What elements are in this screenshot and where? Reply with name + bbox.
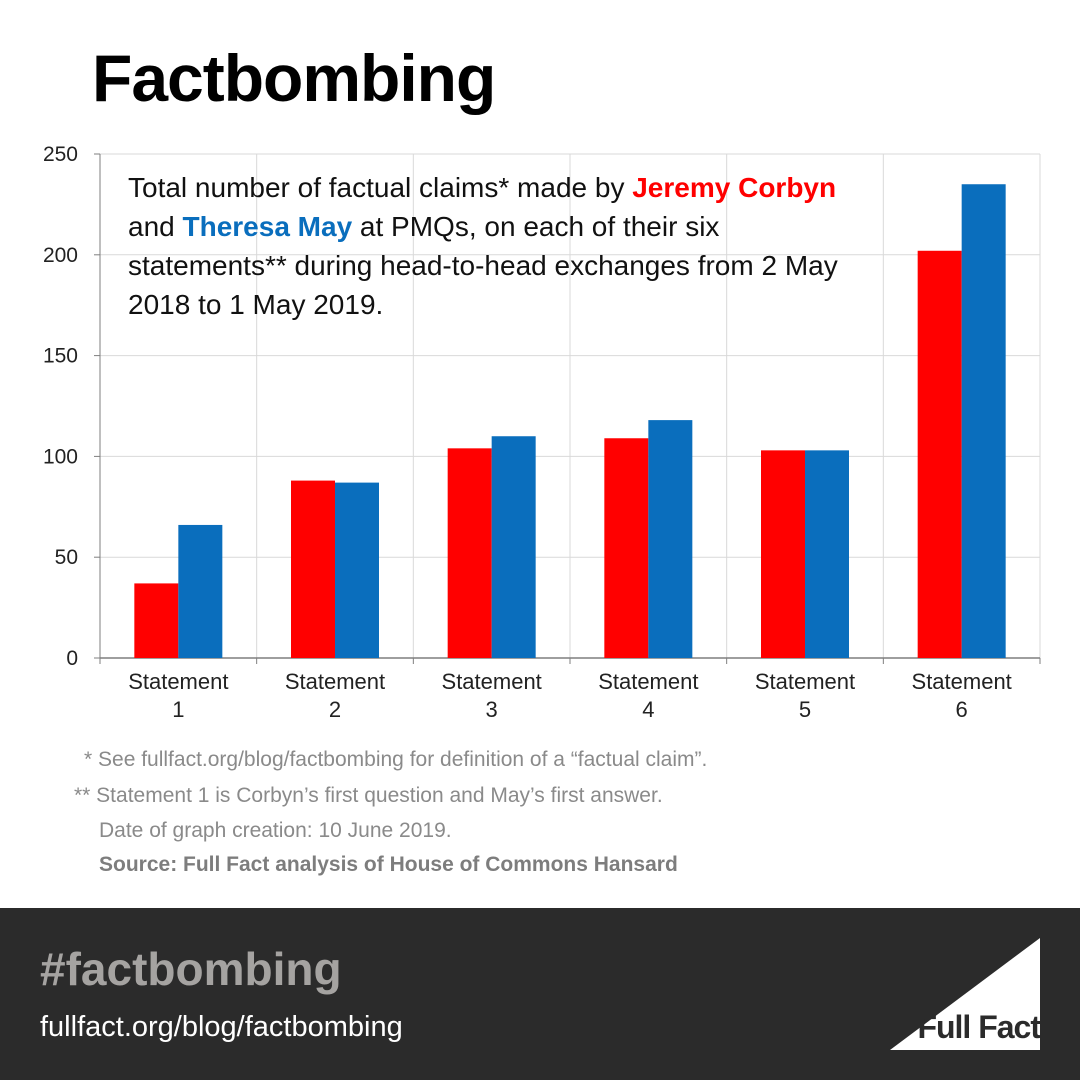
legend-may: Theresa May [182,211,353,242]
caption-intro: Total number of factual claims* made by [128,172,625,203]
hashtag: #factbombing [40,943,342,995]
footnote-statement-definition: ** Statement 1 is Corbyn’s first questio… [74,784,663,807]
x-tick-label: Statement [442,669,542,694]
bar-may-5 [805,450,849,658]
bar-may-3 [491,436,536,658]
bar-corbyn-4 [604,438,649,658]
bar-may-2 [335,482,379,658]
bar-corbyn-5 [761,450,805,658]
footnote-claim-definition: * See fullfact.org/blog/factbombing for … [84,748,708,771]
bar-corbyn-6 [917,250,962,658]
graph-creation-date: Date of graph creation: 10 June 2019. [99,819,452,842]
logo-triangle-icon [890,938,1040,1050]
y-tick-label: 100 [43,445,78,468]
bar-may-6 [961,184,1006,659]
caption-rest: at PMQs, on each of their six statements… [128,211,838,320]
x-tick-label: 5 [799,697,811,722]
x-tick-label: Statement [912,669,1012,694]
x-tick-label: 2 [329,697,341,722]
logo-wordmark: Full Fact [917,1009,1041,1045]
x-tick-label: 6 [956,697,968,722]
x-tick-label: Statement [128,669,228,694]
bar-may-4 [648,420,693,658]
caption-and: and [128,211,175,242]
y-tick-label: 0 [66,647,78,670]
x-tick-label: 3 [486,697,498,722]
bar-chart: 0 50 100 150 200 250 Statement 1 Statement 2 State… [43,143,1041,722]
y-tick-label: 50 [55,546,78,569]
y-tick-label: 150 [43,345,78,368]
y-tick-label: 200 [43,244,78,267]
bar-corbyn-1 [134,583,179,658]
chart-caption: Total number of factual claims* made by … [128,168,848,324]
legend-corbyn: Jeremy Corbyn [632,172,837,203]
x-tick-label: Statement [285,669,385,694]
y-tick-label: 250 [43,143,78,166]
full-fact-logo: Full Fact [890,938,1041,1050]
x-tick-label: Statement [755,669,855,694]
bar-may-1 [178,524,223,658]
bar-corbyn-3 [447,448,492,658]
footer-bar: #factbombing fullfact.org/blog/factbombi… [0,908,1080,1080]
bar-corbyn-2 [291,480,335,658]
x-tick-label: Statement [598,669,698,694]
footer-url[interactable]: fullfact.org/blog/factbombing [40,1011,403,1043]
page-title: Factbombing [92,41,496,115]
source-note: Source: Full Fact analysis of House of C… [99,853,678,876]
x-tick-label: 1 [172,697,184,722]
x-tick-label: 4 [642,697,654,722]
